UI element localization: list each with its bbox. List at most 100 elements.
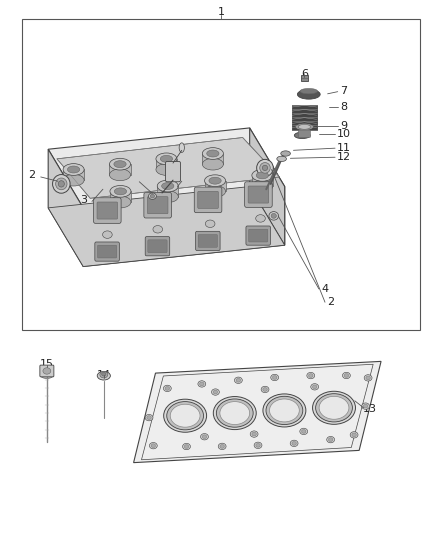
Ellipse shape <box>261 386 269 393</box>
Ellipse shape <box>170 404 200 427</box>
FancyBboxPatch shape <box>198 191 218 208</box>
Ellipse shape <box>364 375 372 381</box>
Bar <box>22 19 420 330</box>
Ellipse shape <box>319 397 349 419</box>
Ellipse shape <box>260 163 270 173</box>
Ellipse shape <box>218 443 226 449</box>
Ellipse shape <box>290 440 298 447</box>
Text: 4: 4 <box>136 174 143 183</box>
Ellipse shape <box>263 394 306 427</box>
Ellipse shape <box>256 172 268 179</box>
Ellipse shape <box>294 132 310 139</box>
Ellipse shape <box>327 437 335 443</box>
Ellipse shape <box>156 164 177 175</box>
Ellipse shape <box>292 441 296 445</box>
Ellipse shape <box>156 153 177 165</box>
Ellipse shape <box>252 432 256 436</box>
Ellipse shape <box>202 435 207 439</box>
Text: 10: 10 <box>337 130 351 139</box>
Ellipse shape <box>205 220 215 228</box>
Ellipse shape <box>202 148 223 159</box>
Ellipse shape <box>250 431 258 437</box>
Ellipse shape <box>234 377 242 383</box>
Ellipse shape <box>350 432 358 438</box>
Polygon shape <box>48 187 285 266</box>
Ellipse shape <box>220 445 224 448</box>
Ellipse shape <box>147 416 151 419</box>
Ellipse shape <box>257 159 273 176</box>
Ellipse shape <box>110 169 131 181</box>
Ellipse shape <box>102 231 112 238</box>
Text: 3: 3 <box>81 195 88 205</box>
FancyBboxPatch shape <box>40 365 54 377</box>
Ellipse shape <box>162 182 174 189</box>
Ellipse shape <box>343 372 350 378</box>
Ellipse shape <box>271 374 279 381</box>
Ellipse shape <box>163 385 171 392</box>
FancyBboxPatch shape <box>95 242 119 261</box>
Ellipse shape <box>298 124 311 130</box>
FancyBboxPatch shape <box>166 161 180 182</box>
FancyBboxPatch shape <box>249 229 268 242</box>
FancyBboxPatch shape <box>195 231 220 251</box>
Ellipse shape <box>148 193 156 199</box>
Ellipse shape <box>277 156 286 161</box>
FancyBboxPatch shape <box>93 198 121 223</box>
Ellipse shape <box>149 442 157 449</box>
Polygon shape <box>110 164 131 175</box>
Ellipse shape <box>352 433 356 437</box>
Ellipse shape <box>295 123 314 131</box>
FancyBboxPatch shape <box>144 192 172 218</box>
Ellipse shape <box>153 225 162 233</box>
Ellipse shape <box>316 394 353 422</box>
Ellipse shape <box>256 443 260 447</box>
Ellipse shape <box>102 372 106 376</box>
Ellipse shape <box>301 430 306 433</box>
Text: 2: 2 <box>28 170 35 180</box>
Polygon shape <box>250 128 285 245</box>
Text: 2: 2 <box>328 297 335 307</box>
FancyBboxPatch shape <box>145 237 170 256</box>
Ellipse shape <box>164 399 207 432</box>
FancyBboxPatch shape <box>147 197 168 214</box>
Ellipse shape <box>63 174 84 186</box>
Ellipse shape <box>328 438 333 441</box>
Ellipse shape <box>313 391 356 424</box>
Polygon shape <box>252 175 273 186</box>
Ellipse shape <box>165 386 170 390</box>
Ellipse shape <box>212 389 219 395</box>
Ellipse shape <box>205 185 226 197</box>
FancyBboxPatch shape <box>148 240 167 253</box>
Ellipse shape <box>110 158 131 170</box>
Ellipse shape <box>271 213 276 219</box>
Ellipse shape <box>110 196 131 208</box>
Text: 4: 4 <box>321 284 328 294</box>
Ellipse shape <box>145 415 153 421</box>
Ellipse shape <box>183 443 191 450</box>
FancyBboxPatch shape <box>246 226 271 245</box>
Ellipse shape <box>160 156 173 162</box>
Polygon shape <box>157 186 178 197</box>
Ellipse shape <box>254 442 262 448</box>
Text: 12: 12 <box>337 152 351 162</box>
Ellipse shape <box>236 378 240 382</box>
Ellipse shape <box>344 374 349 377</box>
Text: 14: 14 <box>97 370 111 380</box>
Text: 13: 13 <box>363 404 377 414</box>
Ellipse shape <box>263 387 267 391</box>
Text: 8: 8 <box>340 102 347 111</box>
Ellipse shape <box>366 376 370 379</box>
Ellipse shape <box>43 368 51 374</box>
Ellipse shape <box>308 374 313 377</box>
Polygon shape <box>48 149 83 266</box>
Bar <box>301 75 308 81</box>
Ellipse shape <box>307 373 314 379</box>
Ellipse shape <box>209 177 221 184</box>
Ellipse shape <box>114 188 127 195</box>
Ellipse shape <box>184 445 189 448</box>
Ellipse shape <box>300 428 307 434</box>
Ellipse shape <box>269 212 279 220</box>
Ellipse shape <box>200 382 204 386</box>
Ellipse shape <box>300 88 318 94</box>
FancyBboxPatch shape <box>298 130 311 138</box>
